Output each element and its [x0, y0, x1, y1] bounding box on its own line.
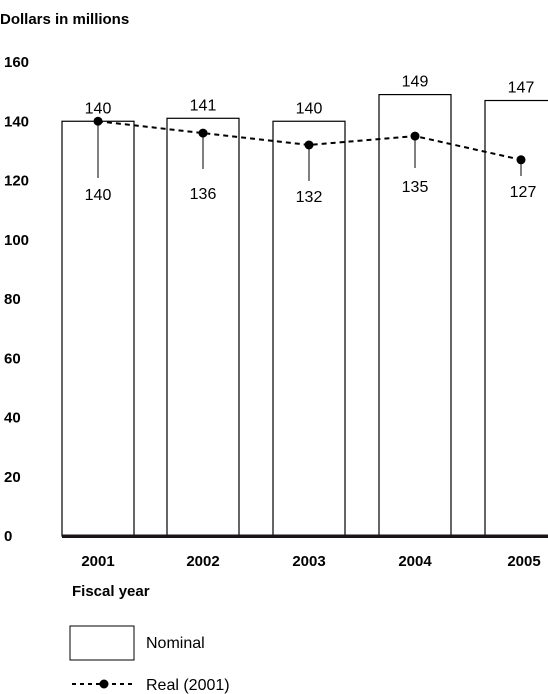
x-tick-label: 2003 — [292, 553, 325, 570]
legend-label-real: Real (2001) — [146, 677, 230, 694]
real-value-label: 140 — [85, 187, 112, 204]
real-series — [93, 116, 526, 181]
x-tick-label: 2002 — [186, 553, 219, 570]
x-tick-label: 2005 — [507, 553, 540, 570]
legend-label-nominal: Nominal — [146, 635, 205, 652]
legend-swatch-nominal — [69, 625, 135, 661]
y-tick-label: 100 — [4, 232, 29, 249]
legend-marker-real — [99, 679, 109, 689]
real-point — [410, 131, 420, 141]
real-point — [516, 155, 526, 165]
bars — [61, 93, 548, 537]
y-tick-label: 20 — [4, 469, 21, 486]
y-tick-label: 160 — [4, 54, 29, 71]
y-axis-ticks: 0 20 40 60 80 100 120 140 160 — [4, 54, 29, 545]
nominal-bar — [272, 120, 346, 537]
y-tick-label: 60 — [4, 350, 21, 367]
data-labels: 140 141 140 149 147 140 136 132 135 127 — [85, 74, 537, 206]
x-tick-label: 2001 — [81, 553, 114, 570]
nominal-value-label: 147 — [508, 80, 535, 97]
x-axis-ticks: 2001 2002 2003 2004 2005 — [81, 553, 540, 570]
real-value-label: 132 — [296, 189, 323, 206]
real-point — [198, 128, 208, 138]
baseline — [62, 534, 548, 538]
y-tick-label: 80 — [4, 291, 21, 308]
nominal-bar — [484, 99, 548, 537]
real-point — [93, 116, 103, 126]
real-value-label: 135 — [402, 179, 429, 196]
nominal-value-label: 140 — [296, 100, 323, 117]
y-tick-label: 140 — [4, 113, 29, 130]
y-tick-label: 120 — [4, 173, 29, 190]
nominal-bar — [61, 120, 135, 537]
real-value-label: 136 — [190, 186, 217, 203]
nominal-value-label: 149 — [402, 74, 429, 91]
nominal-bar — [378, 93, 452, 537]
real-series-line — [97, 120, 522, 161]
y-tick-label: 0 — [4, 528, 12, 545]
nominal-value-label: 141 — [190, 97, 217, 114]
real-point — [304, 140, 314, 150]
nominal-value-label: 140 — [85, 100, 112, 117]
real-value-label: 127 — [510, 184, 537, 201]
nominal-bar — [166, 117, 240, 537]
legend: Nominal Real (2001) — [69, 625, 230, 694]
x-axis-baseline — [62, 534, 548, 538]
y-tick-label: 40 — [4, 410, 21, 427]
y-axis-label: Dollars in millions — [0, 11, 129, 28]
x-axis-label: Fiscal year — [72, 583, 150, 600]
x-tick-label: 2004 — [398, 553, 432, 570]
